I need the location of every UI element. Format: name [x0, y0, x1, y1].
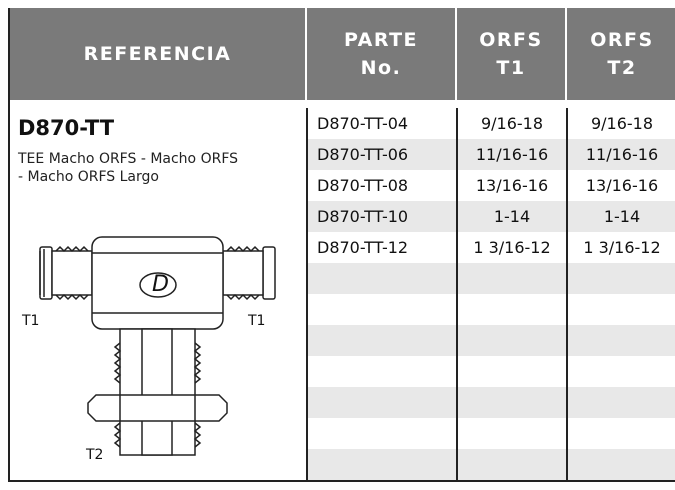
- header-text: ORFS: [590, 29, 654, 51]
- table-row: D870-TT-04 9/16-18 9/16-18: [307, 108, 675, 139]
- diagram-label: T1: [247, 313, 265, 329]
- table-row: [307, 263, 675, 294]
- thread-size: 9/16-18: [590, 114, 654, 133]
- description: TEE Macho ORFS - Macho ORFS: [18, 151, 239, 167]
- table-body: D870-TT TEE Macho ORFS - Macho ORFS - Ma…: [10, 108, 675, 480]
- part-number: D870-TT-04: [317, 114, 409, 133]
- header-cell: ORFS T1: [457, 8, 567, 100]
- table-row: [307, 449, 675, 480]
- column-divider: [306, 108, 308, 480]
- column-divider: [456, 108, 458, 480]
- thread-size: 1 3/16-12: [473, 238, 551, 257]
- part-number: D870-TT-12: [317, 238, 409, 257]
- reference-cell: D870-TT TEE Macho ORFS - Macho ORFS - Ma…: [18, 116, 303, 186]
- table-row: [307, 356, 675, 387]
- header-text: No.: [360, 57, 402, 79]
- thread-size: 1-14: [493, 207, 531, 226]
- table-row: D870-TT-06 11/16-16 11/16-16: [307, 139, 675, 170]
- part-number: D870-TT-08: [317, 176, 409, 195]
- description: - Macho ORFS Largo: [18, 169, 159, 185]
- header-text: ORFS: [479, 29, 543, 51]
- diagram-label: T1: [21, 313, 39, 329]
- table-row: [307, 418, 675, 449]
- part-number: D870-TT-06: [317, 145, 409, 164]
- thread-size: 9/16-18: [480, 114, 544, 133]
- diagram-label: T2: [85, 447, 103, 463]
- header-text: T1: [496, 57, 526, 79]
- table-row: [307, 294, 675, 325]
- header-cell: PARTE No.: [307, 8, 457, 100]
- product-table: REFERENCIA PARTE No. ORFS T1 ORFS T2 D870-TT T…: [8, 8, 675, 482]
- thread-size: 11/16-16: [475, 145, 549, 164]
- thread-size: 13/16-16: [585, 176, 659, 195]
- product-code: D870-TT: [18, 116, 115, 140]
- thread-size: 13/16-16: [475, 176, 549, 195]
- table-row: [307, 325, 675, 356]
- table-row: D870-TT-10 1-14 1-14: [307, 201, 675, 232]
- table-row: D870-TT-12 1 3/16-12 1 3/16-12: [307, 232, 675, 263]
- header-text: T2: [607, 57, 637, 79]
- svg-text:D: D: [152, 272, 169, 297]
- table-header: REFERENCIA PARTE No. ORFS T1 ORFS T2: [10, 8, 675, 100]
- table-row: D870-TT-08 13/16-16 13/16-16: [307, 170, 675, 201]
- header-text: REFERENCIA: [83, 43, 232, 65]
- header-cell: ORFS T2: [567, 8, 675, 100]
- header-cell: REFERENCIA: [10, 8, 307, 100]
- thread-size: 1 3/16-12: [583, 238, 661, 257]
- header-text: PARTE: [343, 29, 419, 51]
- thread-size: 11/16-16: [585, 145, 659, 164]
- part-number: D870-TT-10: [317, 207, 409, 226]
- column-divider: [566, 108, 568, 480]
- thread-size: 1-14: [603, 207, 641, 226]
- table-row: [307, 387, 675, 418]
- fitting-drawing: D T1 T1 T2: [21, 236, 276, 463]
